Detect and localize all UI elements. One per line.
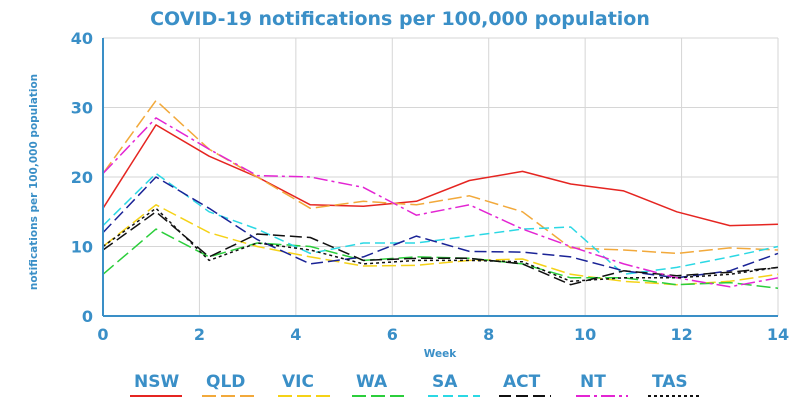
x-tick-label-8: 8: [483, 325, 494, 344]
legend-label-nt: NT: [580, 372, 606, 392]
x-axis-label: Week: [424, 348, 457, 360]
legend-label-tas: TAS: [652, 372, 688, 392]
series-line-nt-7: [102, 117, 779, 288]
grid-lines: [102, 37, 779, 317]
x-tick-labels: 0 2 4 6 8 10 12 14: [97, 325, 789, 344]
legend: NSW QLD VIC WA SA ACT NT TAS: [130, 372, 700, 397]
x-tick-label-0: 0: [97, 325, 108, 344]
series-line-sa-4: [102, 172, 779, 276]
y-tick-label-10: 10: [71, 238, 93, 257]
x-tick-label-2: 2: [194, 325, 205, 344]
series-line-act-5: [102, 176, 779, 279]
x-tick-label-6: 6: [387, 325, 398, 344]
axes: [102, 38, 778, 317]
series-line-act-6: [102, 211, 779, 286]
y-tick-label-30: 30: [71, 99, 93, 118]
y-tick-label-40: 40: [71, 29, 93, 48]
series-line-vic-2: [102, 204, 779, 286]
legend-label-qld: QLD: [206, 372, 245, 392]
legend-label-sa: SA: [432, 372, 458, 392]
legend-label-vic: VIC: [282, 372, 314, 392]
x-tick-label-14: 14: [767, 325, 789, 344]
x-tick-label-10: 10: [574, 325, 596, 344]
x-tick-label-4: 4: [290, 325, 301, 344]
y-axis-label: notifications per 100,000 population: [28, 74, 40, 290]
series-line-nsw-0: [102, 124, 779, 227]
x-tick-label-12: 12: [670, 325, 692, 344]
y-tick-label-20: 20: [71, 168, 93, 187]
legend-label-nsw: NSW: [134, 372, 179, 392]
y-tick-label-0: 0: [82, 307, 93, 326]
legend-label-act: ACT: [503, 372, 541, 392]
series-line-qld-1: [102, 99, 779, 255]
series-layer: [102, 99, 779, 289]
series-line-tas-8: [102, 207, 779, 283]
y-tick-labels: 0 10 20 30 40: [71, 29, 93, 326]
legend-label-wa: WA: [356, 372, 388, 392]
chart-title: COVID-19 notifications per 100,000 popul…: [150, 8, 650, 30]
